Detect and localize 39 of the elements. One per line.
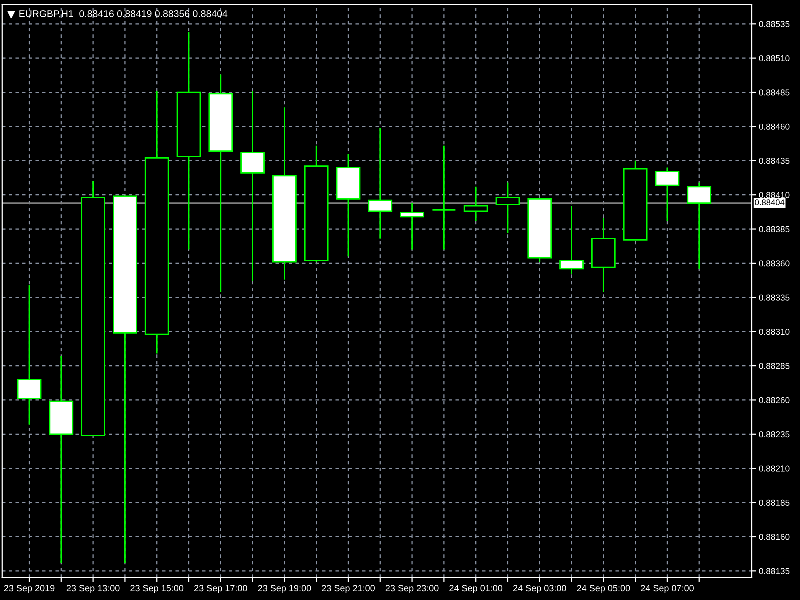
candlestick — [655, 167, 680, 222]
y-tick-label: 0.88160 — [759, 534, 790, 540]
x-tick-label: 24 Sep 05:00 — [577, 585, 630, 594]
candlestick — [496, 182, 520, 234]
x-tick-label: 24 Sep 07:00 — [641, 585, 694, 594]
chart-title: EURGBP,H1 0.88416 0.88419 0.88356 0.88404 — [20, 10, 228, 18]
y-tick-label: 0.88335 — [759, 294, 790, 301]
y-tick-label: 0.88260 — [759, 397, 790, 404]
x-tick-label: 24 Sep 01:00 — [450, 585, 503, 594]
candlestick — [400, 202, 424, 250]
y-tick-label: 0.88310 — [759, 328, 790, 336]
candlestick — [17, 284, 42, 426]
y-tick-label: 0.88410 — [759, 192, 790, 198]
y-tick-label: 0.88235 — [759, 432, 790, 438]
x-tick-label: 23 Sep 15:00 — [130, 585, 184, 594]
x-tick-label: 23 Sep 17:00 — [194, 585, 248, 594]
x-tick-label: 23 Sep 23:00 — [386, 585, 439, 594]
y-tick-label: 0.88285 — [759, 363, 790, 370]
y-tick-label: 0.88385 — [759, 226, 790, 232]
candlestick — [432, 145, 456, 250]
candlestick — [464, 186, 488, 222]
x-tick-label: 23 Sep 13:00 — [66, 585, 120, 594]
y-tick-label: 0.88535 — [759, 21, 790, 28]
x-tick-label: 23 Sep 2019 — [4, 585, 55, 594]
candlestick — [687, 182, 712, 270]
ref-line-label: 0.88404 — [755, 200, 785, 206]
x-tick-label: 23 Sep 21:00 — [322, 585, 375, 594]
x-tick-label: 24 Sep 03:00 — [513, 585, 566, 594]
x-tick-label: 23 Sep 19:00 — [258, 585, 312, 594]
y-tick-label: 0.88485 — [759, 90, 790, 96]
y-tick-label: 0.88460 — [759, 124, 790, 130]
y-tick-label: 0.88435 — [759, 158, 790, 164]
y-tick-label: 0.88210 — [759, 466, 790, 472]
candlestick — [368, 127, 393, 240]
candlestick — [560, 205, 584, 276]
y-tick-label: 0.88510 — [759, 55, 790, 62]
y-tick-label: 0.88135 — [759, 568, 790, 574]
y-tick-label: 0.88360 — [759, 260, 790, 267]
y-tick-label: 0.88185 — [759, 500, 790, 506]
